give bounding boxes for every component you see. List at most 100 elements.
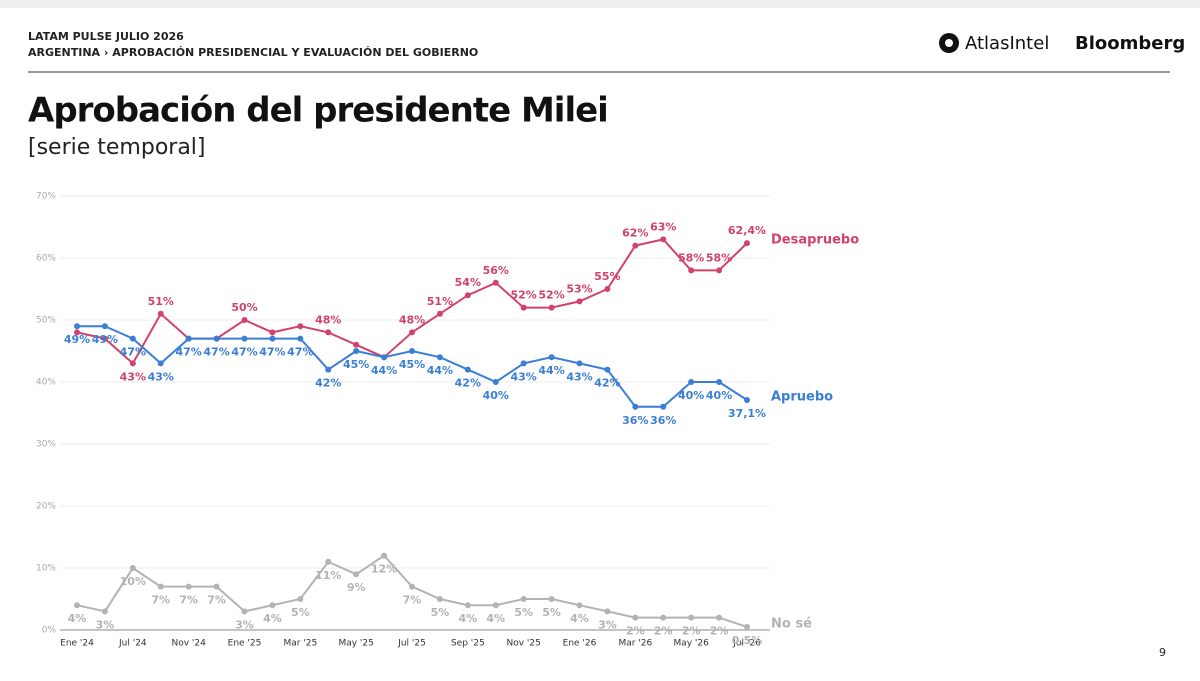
value-label: 0,5% — [732, 634, 763, 647]
value-label: 62% — [622, 227, 648, 240]
value-label: 45% — [343, 358, 369, 371]
x-tick-label: Nov '25 — [506, 639, 540, 649]
value-label: 2% — [654, 625, 673, 638]
x-tick-label: May '26 — [673, 639, 709, 649]
chart-title: Aprobación del presidente Milei — [28, 91, 608, 131]
data-point — [604, 366, 611, 373]
value-label: 4% — [68, 612, 87, 625]
value-label: 4% — [570, 612, 589, 625]
value-label: 42% — [594, 377, 620, 390]
x-tick-label: Nov '24 — [171, 639, 206, 649]
value-label: 52% — [538, 289, 564, 302]
kicker: LATAM PULSE JULIO 2026 — [28, 30, 184, 43]
value-label: 10% — [120, 575, 146, 588]
data-point — [744, 623, 750, 630]
value-label: 54% — [455, 276, 481, 289]
data-point — [688, 379, 695, 385]
data-point — [604, 286, 611, 292]
y-tick-label: 70% — [36, 192, 56, 202]
x-tick-label: Mar '26 — [618, 639, 652, 649]
data-point — [464, 292, 471, 299]
y-tick-label: 10% — [36, 564, 56, 574]
value-label: 2% — [682, 625, 701, 638]
data-point — [744, 240, 750, 247]
data-point — [520, 360, 527, 367]
value-label: 5% — [291, 606, 310, 619]
data-point — [660, 403, 667, 410]
value-label: 62,4% — [728, 224, 766, 237]
value-label: 36% — [650, 414, 676, 427]
x-tick-label: Mar '25 — [283, 639, 317, 649]
data-point — [269, 335, 276, 342]
data-point — [185, 335, 192, 342]
value-label: 4% — [458, 612, 477, 625]
data-point — [464, 602, 471, 609]
y-tick-label: 30% — [36, 440, 56, 450]
logo-bloomberg: Bloomberg — [1075, 33, 1185, 54]
value-label: 45% — [399, 358, 425, 371]
value-label: 12% — [371, 563, 397, 576]
data-point — [241, 608, 248, 615]
y-tick-label: 0% — [42, 626, 57, 636]
top-bar — [0, 0, 1200, 8]
value-label: 47% — [203, 346, 229, 359]
value-label: 50% — [231, 301, 257, 314]
data-point — [409, 348, 415, 354]
data-point — [353, 341, 360, 348]
data-point — [604, 608, 611, 615]
value-label: 5% — [542, 606, 561, 619]
data-point — [548, 304, 555, 311]
value-label: 44% — [371, 364, 397, 377]
x-tick-label: May '25 — [338, 639, 373, 649]
data-point — [716, 614, 723, 621]
y-tick-label: 50% — [36, 316, 56, 326]
value-label: 48% — [399, 313, 425, 326]
data-point — [576, 360, 583, 367]
data-point — [353, 571, 360, 578]
series-name: Apruebo — [771, 389, 833, 404]
value-label: 47% — [287, 346, 313, 359]
data-point — [213, 583, 220, 590]
data-point — [688, 267, 695, 274]
value-label: 47% — [259, 346, 285, 359]
value-label: 47% — [175, 346, 201, 359]
logo-atlasintel: AtlasIntel — [965, 33, 1049, 54]
chart-subtitle: [serie temporal] — [28, 135, 206, 160]
data-point — [716, 379, 723, 385]
value-label: 40% — [483, 389, 509, 402]
value-label: 3% — [235, 618, 254, 631]
value-label: 5% — [514, 606, 533, 619]
data-point — [157, 360, 164, 367]
data-point — [576, 298, 583, 305]
value-label: 43% — [566, 370, 592, 383]
series-line — [76, 554, 748, 628]
data-point — [520, 596, 527, 602]
data-point — [269, 329, 276, 336]
data-point — [492, 279, 499, 286]
value-label: 47% — [120, 346, 146, 359]
x-tick-label: Ene '25 — [228, 639, 262, 649]
data-point — [101, 335, 108, 342]
data-point — [409, 583, 415, 590]
data-point — [157, 310, 164, 317]
value-label: 43% — [120, 370, 146, 383]
data-point — [548, 596, 555, 602]
data-point — [74, 329, 80, 336]
data-point — [464, 366, 471, 373]
data-point — [660, 614, 667, 621]
data-point — [436, 310, 443, 317]
data-point — [325, 558, 332, 565]
data-point — [101, 608, 108, 615]
series-name: No sé — [771, 616, 812, 631]
x-tick-label: Jul '25 — [397, 639, 426, 649]
value-label: 36% — [622, 414, 648, 427]
x-tick-label: Jul '26 — [732, 639, 761, 649]
data-point — [325, 366, 332, 373]
data-point — [269, 602, 276, 609]
data-point — [632, 242, 639, 249]
data-point — [157, 583, 164, 590]
data-point — [716, 267, 723, 274]
data-point — [520, 304, 527, 311]
value-label: 51% — [148, 295, 174, 308]
